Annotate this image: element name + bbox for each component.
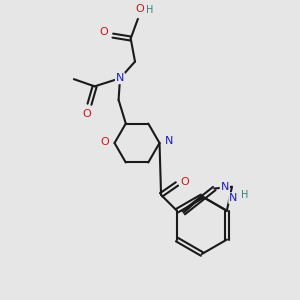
Text: N: N — [165, 136, 173, 146]
Text: N: N — [116, 73, 124, 83]
Text: N: N — [229, 193, 238, 203]
Text: N: N — [220, 182, 229, 192]
Text: O: O — [100, 136, 109, 147]
Text: H: H — [146, 5, 153, 15]
Text: H: H — [241, 190, 248, 200]
Text: O: O — [100, 27, 109, 37]
Text: O: O — [82, 110, 91, 119]
Text: O: O — [180, 177, 189, 187]
Text: O: O — [135, 4, 144, 14]
